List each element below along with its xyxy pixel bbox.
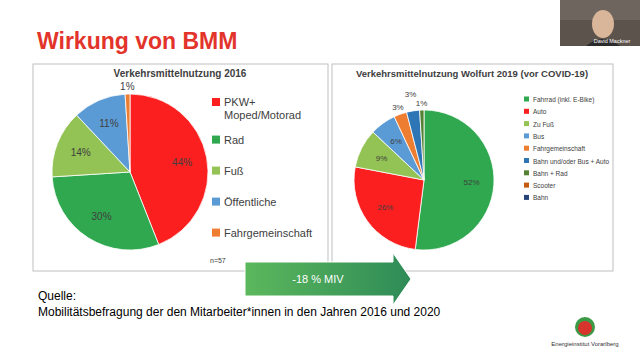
chart: Verkehrsmittelnutzung 2016 44% 30% 14% 11% 1%… [33,64,328,271]
legend-line: Zu Fuß [533,120,554,127]
data-label: 52% [463,178,479,187]
sample-size: n=57 [210,257,226,264]
logo-core [578,321,592,335]
webcam-face [592,10,614,38]
slide-title: Wirkung von BMM [37,28,237,54]
slices [354,110,494,250]
source-text: Mobilitätsbefragung der den Mitarbeiter*… [38,305,441,319]
legend-label: Fuß [224,165,244,177]
speaker-name: David Mackner [594,38,631,44]
chart-frame [33,64,328,271]
logo-text: Energieinstitut Vorarlberg [551,341,618,347]
legend-swatch [524,195,529,200]
legend-swatch [524,97,529,102]
pie-slice [354,167,424,250]
chart-title: Verkehrsmittelnutzung Wolfurt 2019 (vor … [356,68,588,79]
background [0,0,640,360]
legend-line: PKW+ [224,96,255,108]
legend-swatch [212,136,220,144]
legend-label: Öffentliche [224,196,276,208]
data-label: 1% [120,81,135,92]
data-label: 44% [172,157,192,168]
legend-label: Scooter [533,182,556,189]
legend-label: Zu Fuß [533,120,554,127]
legend-line: Moped/Motorad [224,109,301,121]
legend-line: Scooter [533,182,556,189]
legend-swatch [212,198,220,206]
legend-label: Fahrgemeinschaft [224,227,312,239]
pie-slice [52,172,159,250]
arrow [245,253,411,305]
legend-swatch [212,229,220,237]
webcam [560,0,640,46]
data-label: 9% [376,154,388,163]
logo-ring [575,317,595,337]
data-label: 14% [71,147,91,158]
legend-line: Auto [533,108,547,115]
legend-label: Bahn und/oder Bus + Auto [533,157,609,164]
legend-label: Fahrrad (inkl. E-Bike) [533,96,594,104]
legend-swatch [212,167,220,175]
legend-label: Bahn + Rad [533,169,568,176]
pie-slice [420,110,424,180]
chart-title: Verkehrsmittelnutzung 2016 [114,68,247,79]
legend-line: Bahn + Rad [533,169,568,176]
data-label: 3% [405,90,417,99]
legend-label: Bahn [533,194,549,201]
pie-slice [77,94,130,172]
legend-line: Fahrrad (inkl. E-Bike) [533,96,594,104]
legend-swatch [524,183,529,188]
legend-swatch [524,109,529,114]
legend-label: Bus [533,132,545,139]
pie-slice [415,110,494,250]
legend-swatch [212,98,220,106]
legend-line: Bahn und/oder Bus + Auto [533,157,609,164]
source-heading: Quelle: [38,289,76,303]
legend-line: Fahrgemeinschaft [533,145,585,153]
pie-slice [424,110,425,180]
legend-swatch [524,121,529,126]
legend-line: Bahn [533,194,549,201]
legend-label: Rad [224,134,244,146]
data-label: 11% [99,118,118,129]
legend-label: Fahrgemeinschaft [533,145,585,153]
legend-swatch [524,158,529,163]
legend-swatch [524,170,529,175]
chart: Verkehrsmittelnutzung Wolfurt 2019 (vor … [332,64,613,271]
legend-line: Bus [533,132,545,139]
data-label: 6% [390,137,402,146]
pie-slice [407,110,424,180]
chart-frame [332,64,613,271]
pie-slice [125,94,130,172]
legend-line: Fahrgemeinschaft [224,227,312,239]
data-label: 1% [416,99,428,108]
slide: Wirkung von BMM David Mackner Verkehrsmitt… [0,0,640,360]
legend-swatch [524,133,529,138]
slices [52,94,208,250]
legend-line: Fuß [224,165,244,177]
legend-line: Rad [224,134,244,146]
legend-line: Öffentliche [224,196,276,208]
legend-label: Auto [533,108,547,115]
pie-slice [424,110,425,180]
data-label: 3% [392,103,404,112]
legend-label: PKW+Moped/Motorad [224,96,301,121]
arrow-label: -18 % MIV [292,273,344,285]
data-label: 26% [377,203,393,212]
data-label: 30% [92,211,112,222]
legend-swatch [524,146,529,151]
